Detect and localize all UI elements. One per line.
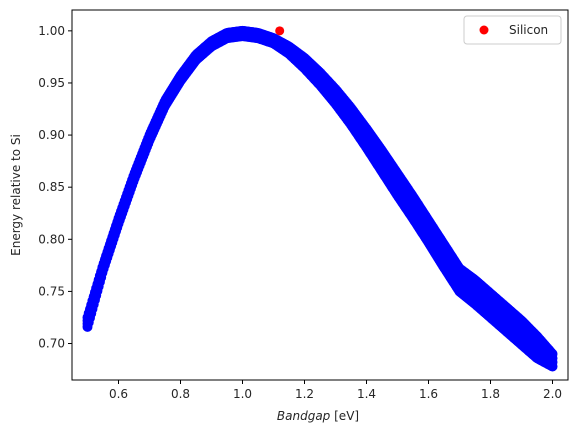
- x-tick-label: 2.0: [543, 387, 562, 401]
- y-tick-label: 1.00: [38, 24, 65, 38]
- x-tick-label: 1.0: [233, 387, 252, 401]
- legend: Silicon: [463, 15, 562, 45]
- x-tick-label: 1.8: [481, 387, 500, 401]
- legend-silicon-marker: [479, 25, 489, 35]
- y-tick-label: 0.90: [38, 128, 65, 142]
- legend-silicon-label: Silicon: [509, 23, 548, 37]
- x-tick-label: 0.6: [109, 387, 128, 401]
- y-tick-label: 0.95: [38, 76, 65, 90]
- y-tick-label: 0.85: [38, 180, 65, 194]
- x-tick-label: 0.8: [171, 387, 190, 401]
- scatter-points-layer: [82, 25, 558, 372]
- y-axis-label: Energy relative to Si: [9, 134, 23, 256]
- x-tick-label: 1.2: [295, 387, 314, 401]
- x-axis-ticks: 0.6 0.8 1.0 1.2 1.4 1.6 1.8 2.0: [109, 380, 562, 401]
- x-tick-label: 1.4: [357, 387, 376, 401]
- silicon-point: [275, 26, 285, 36]
- x-axis-label-italic: Bandgap: [277, 409, 331, 423]
- legend-box: [463, 15, 562, 45]
- y-tick-label: 0.80: [38, 232, 65, 246]
- y-tick-label: 0.70: [38, 337, 65, 351]
- scatter-point: [547, 348, 558, 359]
- plot-frame: [71, 9, 569, 381]
- x-axis-label: Bandgap [eV]: [277, 409, 359, 423]
- silicon-point-layer: [275, 26, 285, 36]
- x-tick-label: 1.6: [419, 387, 438, 401]
- y-axis-ticks: 0.70 0.75 0.80 0.85 0.90 0.95 1.00: [38, 24, 72, 351]
- y-tick-label: 0.75: [38, 284, 65, 298]
- x-axis-label-unit: [eV]: [334, 409, 359, 423]
